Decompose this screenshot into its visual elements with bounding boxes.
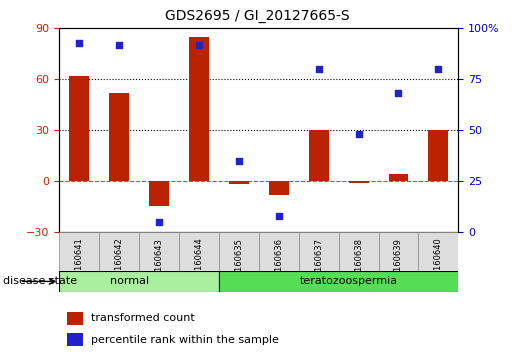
Text: GSM160643: GSM160643 [154, 238, 163, 289]
Text: percentile rank within the sample: percentile rank within the sample [91, 335, 279, 345]
FancyBboxPatch shape [299, 232, 339, 271]
FancyBboxPatch shape [139, 232, 179, 271]
Point [315, 66, 323, 72]
FancyBboxPatch shape [379, 232, 418, 271]
Bar [308, 130, 329, 181]
Bar [69, 76, 89, 181]
FancyBboxPatch shape [219, 271, 515, 292]
Text: disease state: disease state [3, 276, 77, 286]
Text: GSM160635: GSM160635 [234, 238, 243, 289]
Text: GSM160641: GSM160641 [75, 238, 83, 289]
Point [434, 66, 442, 72]
Text: GSM160639: GSM160639 [394, 238, 403, 289]
Text: teratozoospermia: teratozoospermia [300, 276, 398, 286]
Point [195, 42, 203, 47]
Point [394, 91, 403, 96]
Bar [189, 37, 209, 181]
FancyBboxPatch shape [339, 232, 379, 271]
Text: transformed count: transformed count [91, 313, 195, 324]
Bar [67, 333, 83, 346]
Point [115, 42, 123, 47]
FancyBboxPatch shape [259, 232, 299, 271]
FancyBboxPatch shape [418, 232, 458, 271]
Bar [269, 181, 289, 195]
FancyBboxPatch shape [59, 232, 99, 271]
Bar [388, 174, 408, 181]
FancyBboxPatch shape [99, 232, 139, 271]
FancyBboxPatch shape [179, 232, 219, 271]
Text: GDS2695 / GI_20127665-S: GDS2695 / GI_20127665-S [165, 9, 350, 23]
Text: GSM160637: GSM160637 [314, 238, 323, 289]
Bar [109, 93, 129, 181]
Point [354, 131, 363, 137]
FancyBboxPatch shape [59, 271, 219, 292]
Text: GSM160636: GSM160636 [274, 238, 283, 289]
Text: GSM160638: GSM160638 [354, 238, 363, 289]
Text: GSM160644: GSM160644 [195, 238, 203, 289]
Bar [67, 312, 83, 325]
Bar [349, 181, 369, 183]
Text: normal: normal [110, 276, 149, 286]
Bar [229, 181, 249, 184]
Point [235, 158, 243, 164]
Point [155, 219, 163, 224]
Text: GSM160642: GSM160642 [115, 238, 124, 289]
Text: GSM160640: GSM160640 [434, 238, 443, 289]
Point [274, 213, 283, 218]
Point [75, 40, 83, 45]
FancyBboxPatch shape [219, 232, 259, 271]
Bar [149, 181, 169, 206]
Bar [428, 130, 449, 181]
